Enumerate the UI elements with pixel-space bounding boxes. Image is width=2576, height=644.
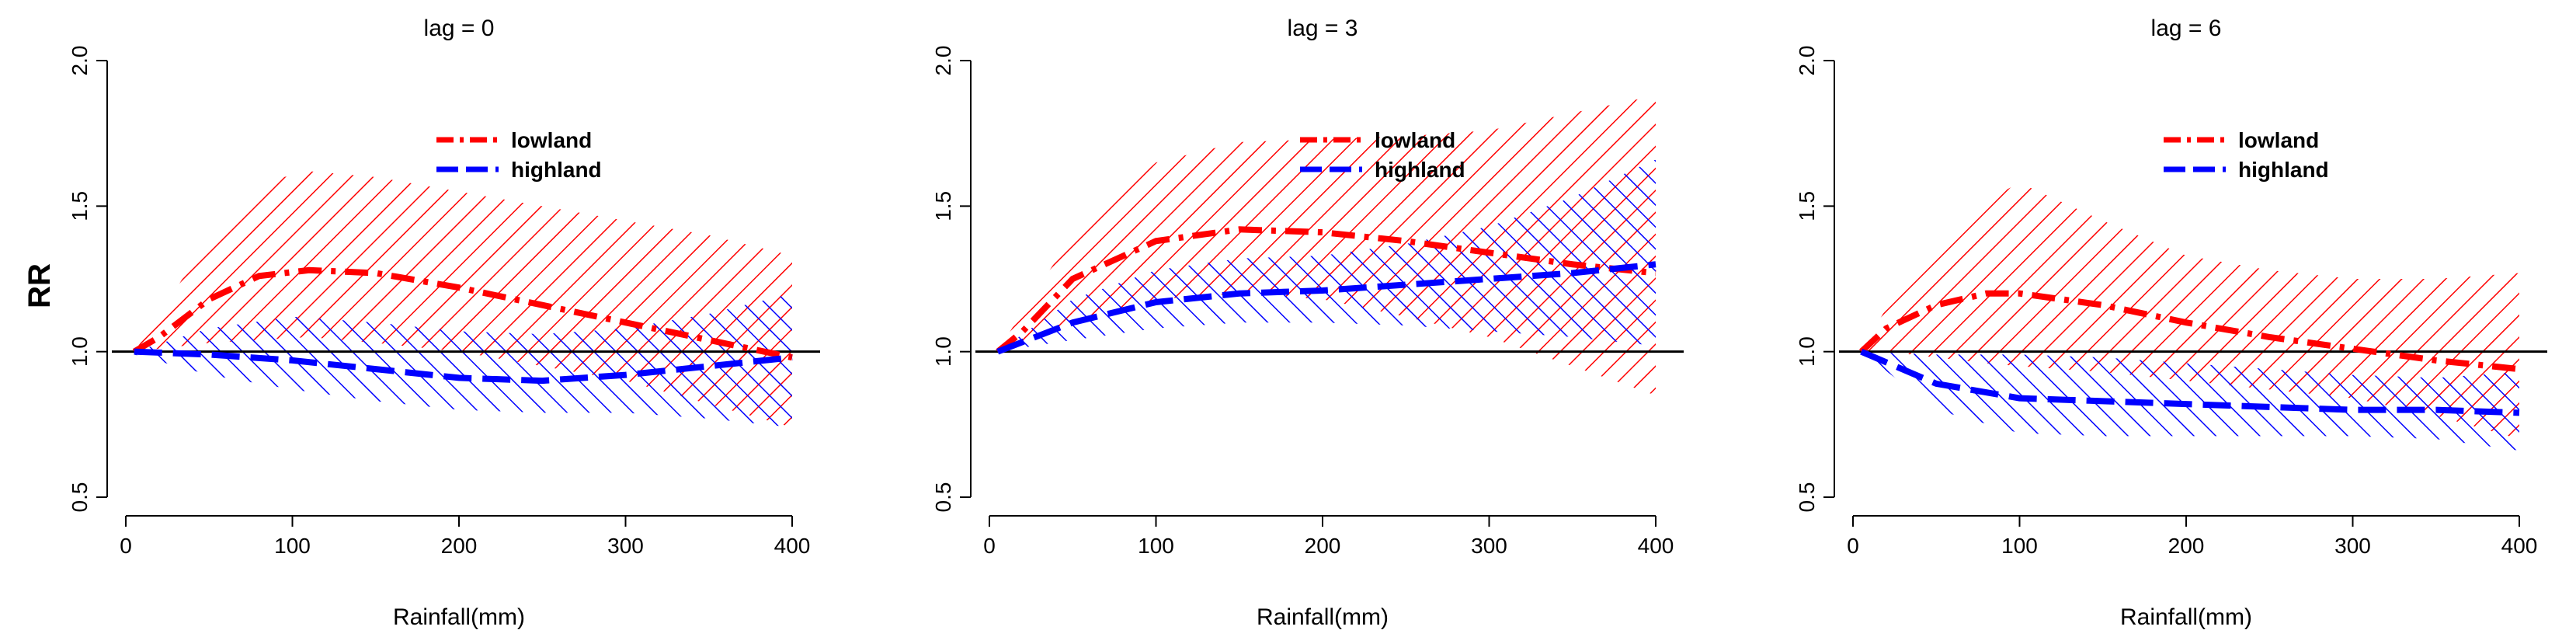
x-tick-label: 100	[1138, 534, 1174, 558]
x-axis-label: Rainfall(mm)	[393, 604, 525, 630]
lowland-line	[132, 266, 793, 361]
highland-line	[996, 261, 1656, 355]
panel-lag-1: lag = 3 0.5 1.0 1.5 2.0 0 100 200 300 400 Rainfall…	[931, 16, 1684, 630]
x-axis-label: Rainfall(mm)	[2120, 604, 2252, 630]
legend-label-lowland: lowland	[511, 128, 592, 152]
x-tick-label: 200	[1305, 534, 1341, 558]
legend-label-lowland: lowland	[2238, 128, 2319, 152]
x-tick-label: 100	[2001, 534, 2038, 558]
x-tick-label: 300	[607, 534, 644, 558]
panel-lag-0: lag = 0 0.5 1.0 1.5 2.0 0 100 200 300 400 Rainfall…	[68, 16, 820, 630]
y-tick-label: 2.0	[1795, 46, 1819, 76]
legend-label-highland: highland	[1375, 158, 1465, 182]
x-tick-label: 300	[1471, 534, 1507, 558]
x-tick-label: 100	[274, 534, 311, 558]
x-tick-label: 300	[2334, 534, 2371, 558]
panel-title: lag = 0	[424, 16, 495, 41]
y-tick-label: 0.5	[1795, 482, 1819, 513]
legend-label-highland: highland	[511, 158, 602, 182]
highland-line	[1860, 348, 2520, 416]
y-tick-label: 0.5	[931, 482, 955, 513]
x-tick-label: 400	[2501, 534, 2538, 558]
x-tick-label: 0	[983, 534, 996, 558]
x-tick-label: 200	[441, 534, 478, 558]
x-tick-label: 400	[774, 534, 811, 558]
y-tick-label: 0.5	[68, 482, 92, 513]
y-tick-label: 1.5	[931, 191, 955, 221]
y-tick-label: 2.0	[931, 46, 955, 76]
legend-label-lowland: lowland	[1375, 128, 1455, 152]
lowland-line	[996, 226, 1656, 354]
y-tick-label: 1.5	[1795, 191, 1819, 221]
y-tick-label: 1.0	[931, 336, 955, 367]
y-tick-label: 2.0	[68, 46, 92, 76]
x-axis-label: Rainfall(mm)	[1257, 604, 1389, 630]
lowland-ci-band	[1861, 183, 2519, 440]
panel-lag-2: lag = 6 0.5 1.0 1.5 2.0 0 100 200 300 400 Rainfall…	[1795, 16, 2547, 630]
y-tick-label: 1.5	[68, 191, 92, 221]
y-tick-label: 1.0	[68, 336, 92, 367]
y-tick-label: 1.0	[1795, 336, 1819, 367]
x-tick-label: 200	[2168, 534, 2205, 558]
x-tick-label: 0	[120, 534, 132, 558]
panel-title: lag = 3	[1288, 16, 1358, 41]
highland-line	[134, 348, 793, 385]
legend-label-highland: highland	[2238, 158, 2329, 182]
x-tick-label: 400	[1638, 534, 1674, 558]
x-tick-label: 0	[1847, 534, 1859, 558]
highland-ci-band	[134, 293, 793, 428]
y-axis-label-shared: RR	[23, 263, 57, 308]
panel-title: lag = 6	[2151, 16, 2222, 41]
